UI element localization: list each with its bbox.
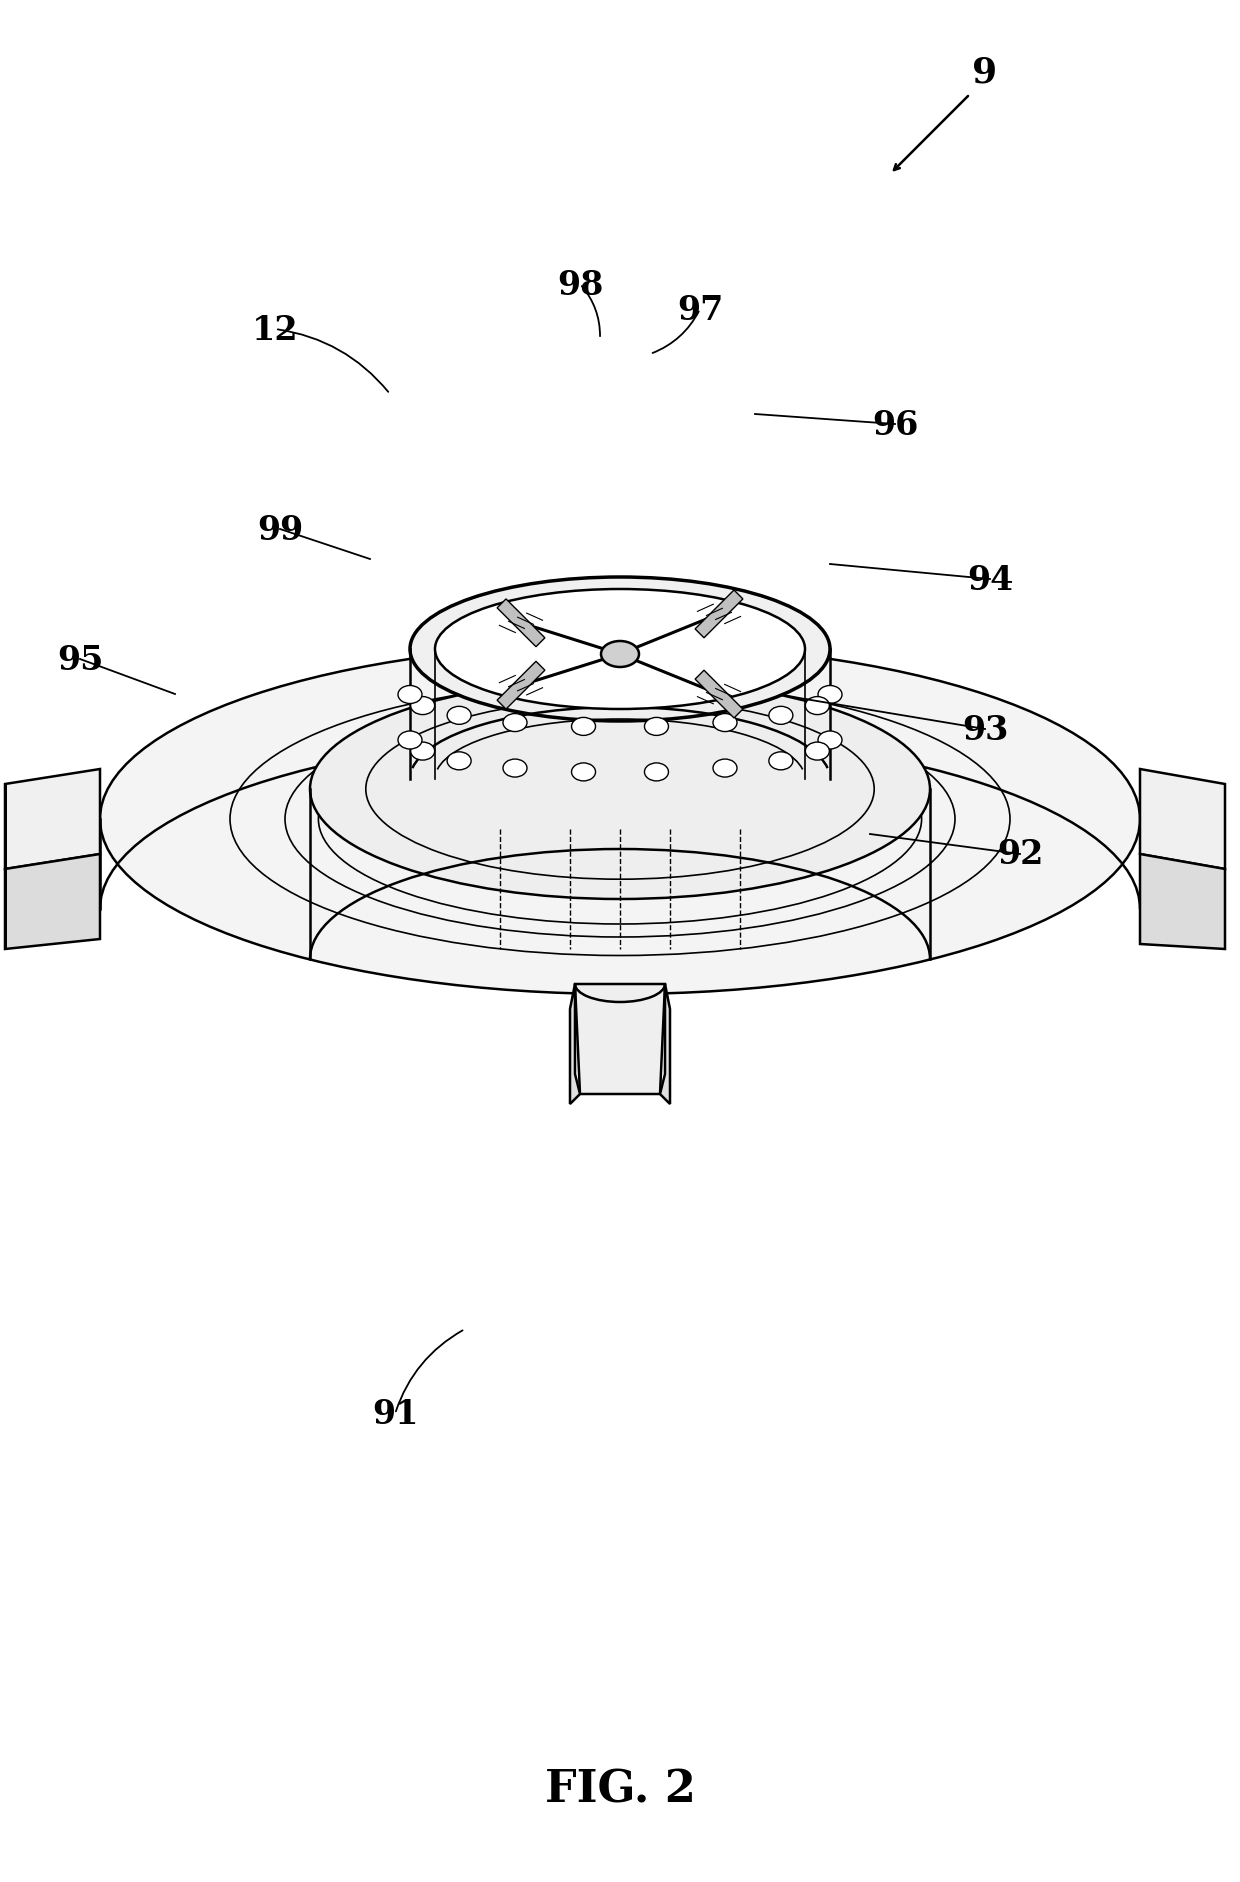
Ellipse shape: [818, 687, 842, 704]
Ellipse shape: [805, 696, 830, 715]
Polygon shape: [570, 984, 580, 1105]
Ellipse shape: [818, 732, 842, 749]
Text: 92: 92: [997, 837, 1043, 871]
Ellipse shape: [410, 743, 435, 760]
Ellipse shape: [310, 679, 930, 900]
Text: 95: 95: [57, 644, 103, 676]
Polygon shape: [575, 984, 665, 1095]
Ellipse shape: [448, 708, 471, 725]
Ellipse shape: [410, 578, 830, 721]
Polygon shape: [696, 591, 743, 638]
Ellipse shape: [645, 719, 668, 736]
Text: 94: 94: [967, 563, 1013, 597]
Ellipse shape: [572, 764, 595, 781]
Polygon shape: [5, 770, 100, 869]
Polygon shape: [497, 662, 544, 710]
Ellipse shape: [645, 764, 668, 781]
Polygon shape: [497, 600, 544, 647]
Ellipse shape: [410, 696, 435, 715]
Ellipse shape: [398, 687, 422, 704]
Text: 99: 99: [257, 514, 303, 546]
Ellipse shape: [805, 743, 830, 760]
Text: 9: 9: [972, 55, 997, 88]
Text: 96: 96: [872, 408, 918, 440]
Ellipse shape: [100, 646, 1140, 994]
Ellipse shape: [769, 708, 792, 725]
Ellipse shape: [713, 713, 737, 732]
Polygon shape: [1140, 770, 1225, 869]
Ellipse shape: [713, 760, 737, 777]
Ellipse shape: [572, 719, 595, 736]
Ellipse shape: [503, 760, 527, 777]
Polygon shape: [696, 670, 743, 719]
Text: 91: 91: [372, 1398, 418, 1430]
Text: 12: 12: [252, 312, 299, 346]
Text: 97: 97: [677, 294, 723, 326]
Text: FIG. 2: FIG. 2: [544, 1767, 696, 1810]
Ellipse shape: [503, 713, 527, 732]
Ellipse shape: [448, 753, 471, 770]
Polygon shape: [660, 984, 670, 1105]
Ellipse shape: [435, 589, 805, 710]
Ellipse shape: [601, 642, 639, 668]
Text: 93: 93: [962, 713, 1008, 745]
Ellipse shape: [769, 753, 792, 770]
Polygon shape: [1140, 854, 1225, 950]
Polygon shape: [5, 854, 100, 950]
Ellipse shape: [398, 732, 422, 749]
Text: 98: 98: [557, 269, 603, 301]
